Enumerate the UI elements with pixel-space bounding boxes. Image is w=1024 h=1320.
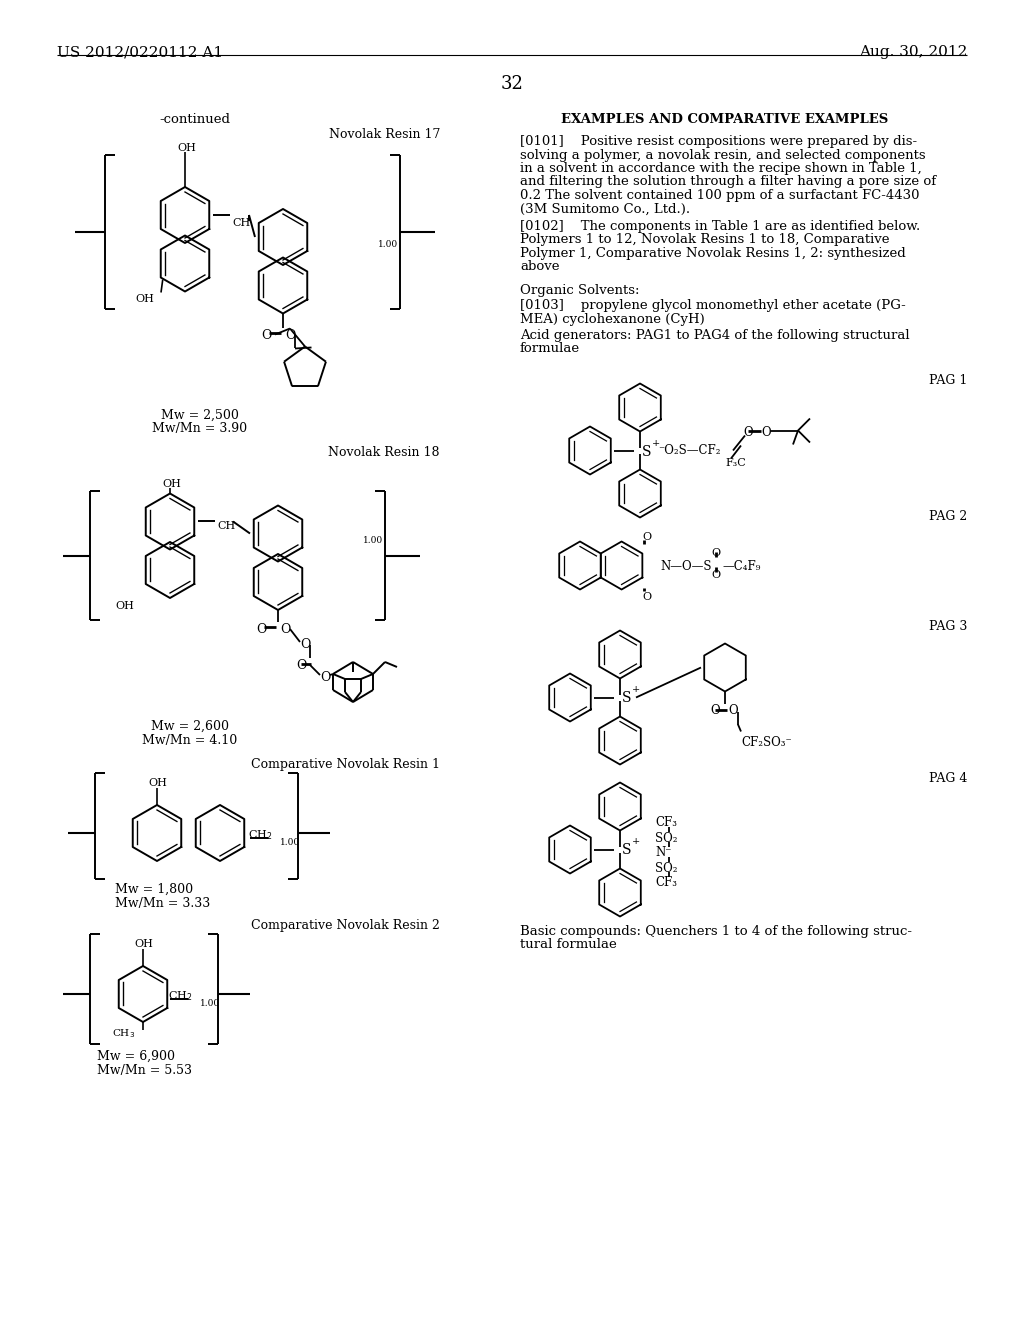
Text: OH: OH — [115, 601, 134, 611]
Text: O: O — [261, 330, 271, 342]
Text: N⁻: N⁻ — [655, 846, 672, 859]
Text: PAG 2: PAG 2 — [929, 511, 967, 524]
Text: Mw = 2,500: Mw = 2,500 — [161, 408, 239, 421]
Text: Mw = 6,900: Mw = 6,900 — [97, 1049, 175, 1063]
Text: solving a polymer, a novolak resin, and selected components: solving a polymer, a novolak resin, and … — [520, 149, 926, 161]
Text: O: O — [296, 659, 306, 672]
Text: [0102]    The components in Table 1 are as identified below.: [0102] The components in Table 1 are as … — [520, 220, 921, 234]
Text: PAG 1: PAG 1 — [929, 374, 967, 387]
Text: Aug. 30, 2012: Aug. 30, 2012 — [859, 45, 967, 59]
Text: PAG 3: PAG 3 — [929, 620, 967, 634]
Text: O: O — [643, 591, 651, 602]
Text: 1.00: 1.00 — [362, 536, 383, 545]
Text: Mw/Mn = 3.90: Mw/Mn = 3.90 — [153, 422, 248, 436]
Text: CF₃: CF₃ — [655, 817, 677, 829]
Text: 1.00: 1.00 — [280, 838, 300, 847]
Text: MEA) cyclohexanone (CyH): MEA) cyclohexanone (CyH) — [520, 313, 705, 326]
Text: CH$_2$: CH$_2$ — [168, 989, 193, 1003]
Text: CF₃: CF₃ — [655, 876, 677, 890]
Text: Comparative Novolak Resin 1: Comparative Novolak Resin 1 — [251, 758, 440, 771]
Text: PAG 4: PAG 4 — [929, 772, 967, 785]
Text: [0103]    propylene glycol monomethyl ether acetate (PG-: [0103] propylene glycol monomethyl ether… — [520, 300, 906, 313]
Text: O: O — [710, 705, 720, 718]
Text: —C₄F₉: —C₄F₉ — [723, 560, 761, 573]
Text: 32: 32 — [501, 75, 523, 92]
Text: OH: OH — [177, 143, 196, 153]
Text: OH: OH — [134, 939, 153, 949]
Text: (3M Sumitomo Co., Ltd.).: (3M Sumitomo Co., Ltd.). — [520, 202, 690, 215]
Text: in a solvent in accordance with the recipe shown in Table 1,: in a solvent in accordance with the reci… — [520, 162, 922, 176]
Text: O: O — [712, 570, 721, 581]
Text: -continued: -continued — [160, 114, 230, 125]
Text: ⁻O₂S—CF₂: ⁻O₂S—CF₂ — [658, 444, 721, 457]
Text: O: O — [256, 623, 266, 636]
Text: N—O—S: N—O—S — [660, 560, 712, 573]
Text: O: O — [280, 623, 291, 636]
Text: O: O — [285, 330, 295, 342]
Text: +: + — [632, 685, 640, 694]
Text: Basic compounds: Quenchers 1 to 4 of the following struc-: Basic compounds: Quenchers 1 to 4 of the… — [520, 924, 912, 937]
Text: O: O — [761, 425, 771, 438]
Text: SO₂: SO₂ — [655, 832, 678, 845]
Text: +: + — [632, 837, 640, 846]
Text: O: O — [743, 425, 753, 438]
Text: O: O — [643, 532, 651, 541]
Text: CH: CH — [232, 218, 250, 228]
Text: Mw/Mn = 4.10: Mw/Mn = 4.10 — [142, 734, 238, 747]
Text: Novolak Resin 17: Novolak Resin 17 — [329, 128, 440, 141]
Text: Mw = 1,800: Mw = 1,800 — [115, 883, 194, 896]
Text: Polymer 1, Comparative Novolak Resins 1, 2: synthesized: Polymer 1, Comparative Novolak Resins 1,… — [520, 247, 906, 260]
Text: [0101]    Positive resist compositions were prepared by dis-: [0101] Positive resist compositions were… — [520, 135, 918, 148]
Text: OH: OH — [162, 479, 181, 490]
Text: formulae: formulae — [520, 342, 581, 355]
Text: Acid generators: PAG1 to PAG4 of the following structural: Acid generators: PAG1 to PAG4 of the fol… — [520, 329, 909, 342]
Text: OH: OH — [148, 777, 167, 788]
Text: US 2012/0220112 A1: US 2012/0220112 A1 — [57, 45, 223, 59]
Text: CH$_3$: CH$_3$ — [112, 1027, 135, 1040]
Text: Comparative Novolak Resin 2: Comparative Novolak Resin 2 — [251, 919, 440, 932]
Text: CF₂SO₃⁻: CF₂SO₃⁻ — [741, 735, 792, 748]
Text: Mw/Mn = 5.53: Mw/Mn = 5.53 — [97, 1064, 193, 1077]
Text: EXAMPLES AND COMPARATIVE EXAMPLES: EXAMPLES AND COMPARATIVE EXAMPLES — [561, 114, 889, 125]
Text: O: O — [319, 671, 331, 684]
Text: CH: CH — [217, 521, 236, 532]
Text: F₃C: F₃C — [725, 458, 745, 469]
Text: O: O — [728, 705, 737, 718]
Text: and filtering the solution through a filter having a pore size of: and filtering the solution through a fil… — [520, 176, 936, 189]
Text: 1.00: 1.00 — [378, 240, 398, 249]
Text: Polymers 1 to 12, Novolak Resins 1 to 18, Comparative: Polymers 1 to 12, Novolak Resins 1 to 18… — [520, 234, 890, 247]
Text: S: S — [622, 843, 632, 858]
Text: Mw = 2,600: Mw = 2,600 — [151, 719, 229, 733]
Text: SO₂: SO₂ — [655, 862, 678, 874]
Text: Organic Solvents:: Organic Solvents: — [520, 284, 640, 297]
Text: CH$_2$: CH$_2$ — [248, 828, 272, 842]
Text: S: S — [622, 692, 632, 705]
Text: tural formulae: tural formulae — [520, 939, 616, 950]
Text: Mw/Mn = 3.33: Mw/Mn = 3.33 — [115, 898, 210, 909]
Text: Novolak Resin 18: Novolak Resin 18 — [329, 446, 440, 459]
Text: O: O — [712, 548, 721, 557]
Text: O: O — [300, 638, 310, 651]
Text: S: S — [642, 445, 651, 458]
Text: +: + — [652, 438, 660, 447]
Text: 0.2 The solvent contained 100 ppm of a surfactant FC-4430: 0.2 The solvent contained 100 ppm of a s… — [520, 189, 920, 202]
Text: above: above — [520, 260, 559, 273]
Text: OH: OH — [135, 294, 154, 305]
Text: 1.00: 1.00 — [200, 999, 220, 1008]
